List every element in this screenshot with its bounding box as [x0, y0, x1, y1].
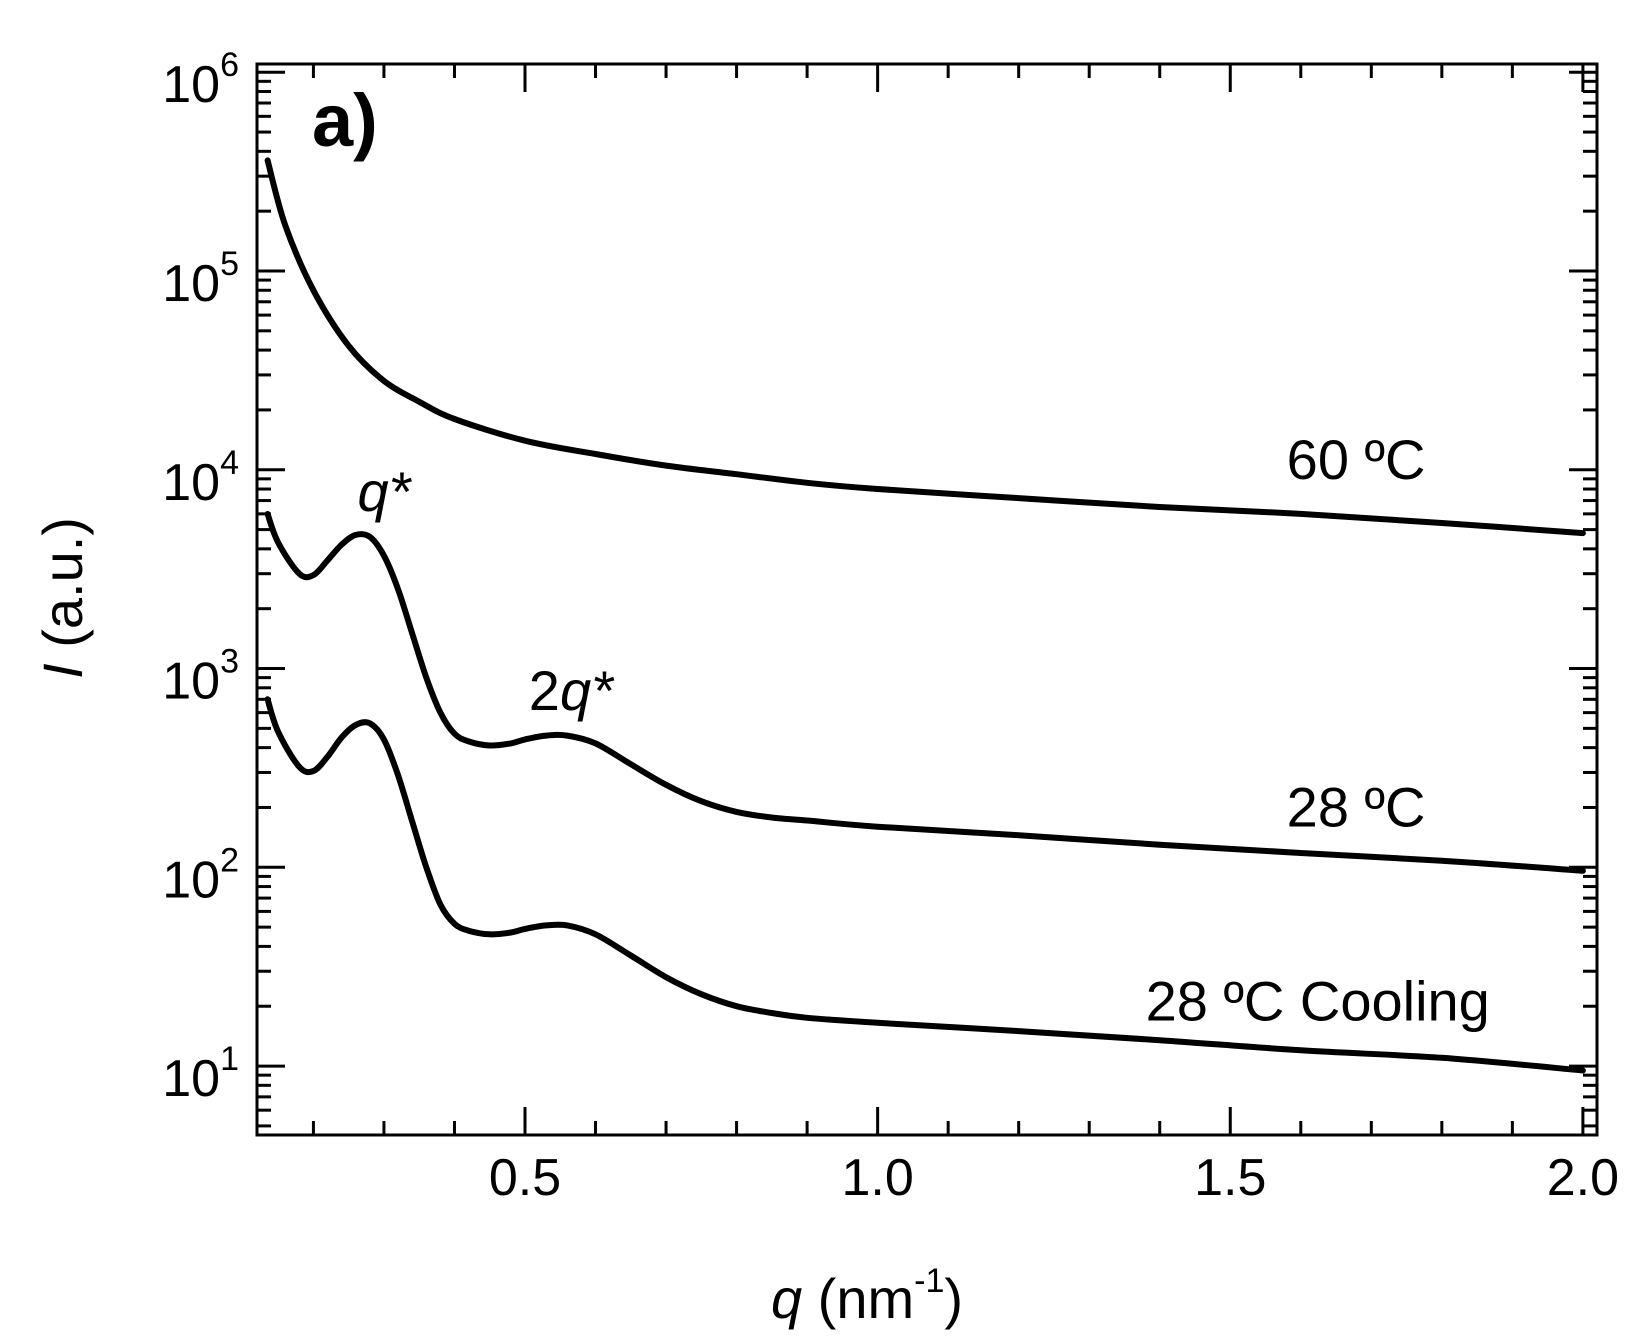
series-line-1 — [264, 157, 1586, 537]
series-line-2 — [264, 510, 1586, 874]
x-tick-label: 2.0 — [1547, 1149, 1619, 1207]
x-tick-label: 1.0 — [841, 1149, 913, 1207]
y-tick-exp: 1 — [220, 1040, 239, 1078]
y-tick-label: 105 — [162, 245, 239, 313]
y-tick-base: 10 — [162, 653, 220, 711]
panel-label: a) — [312, 79, 378, 162]
y-tick-exp: 3 — [220, 643, 239, 681]
y-tick-base: 10 — [162, 851, 220, 909]
y-tick-label: 104 — [162, 444, 239, 512]
peak-var: q — [560, 659, 591, 722]
y-tick-base: 10 — [162, 1050, 220, 1108]
series-label-3: 28 ºC Cooling — [1146, 969, 1490, 1032]
data-curves — [264, 157, 1586, 1074]
y-tick-label: 103 — [162, 643, 239, 711]
series-labels: 60 ºC 28 ºC 28 ºC Cooling — [1146, 428, 1490, 1032]
x-axis-var: q — [771, 1267, 802, 1330]
y-tick-label: 106 — [162, 46, 239, 114]
series-line-3 — [264, 696, 1586, 1074]
x-axis-unit: (nm — [802, 1267, 914, 1330]
plot-frame — [255, 62, 1599, 1137]
peak-label-2: 2q* — [529, 659, 615, 722]
x-tick-label: 0.5 — [489, 1149, 561, 1207]
peak-prefix: 2 — [529, 659, 560, 722]
y-tick-exp: 6 — [220, 46, 239, 84]
y-tick-exp: 4 — [220, 444, 239, 482]
x-axis-title: q (nm-1) — [771, 1262, 963, 1330]
y-axis-var: I — [31, 663, 94, 679]
y-axis-title: I (a.u.) — [31, 517, 94, 679]
y-tick-exp: 5 — [220, 245, 239, 283]
peak-annotations: q*2q* — [357, 460, 615, 722]
x-tick-label: 1.5 — [1194, 1149, 1266, 1207]
series-label-2: 28 ºC — [1287, 776, 1426, 839]
tick-marks — [257, 64, 1597, 1135]
y-tick-exp: 2 — [220, 841, 239, 879]
x-axis-unit-close: ) — [944, 1267, 963, 1330]
y-tick-base: 10 — [162, 255, 220, 313]
peak-star: * — [591, 659, 615, 722]
y-tick-label: 102 — [162, 841, 239, 909]
x-axis-unit-exp: -1 — [914, 1262, 944, 1300]
series-label-1: 60 ºC — [1287, 428, 1426, 491]
peak-star: * — [389, 460, 413, 523]
y-tick-label: 101 — [162, 1040, 239, 1108]
peak-label-1: q* — [357, 460, 412, 523]
y-axis-unit: (a.u.) — [31, 517, 94, 663]
peak-var: q — [357, 460, 388, 523]
y-tick-base: 10 — [162, 56, 220, 114]
y-tick-base: 10 — [162, 454, 220, 512]
